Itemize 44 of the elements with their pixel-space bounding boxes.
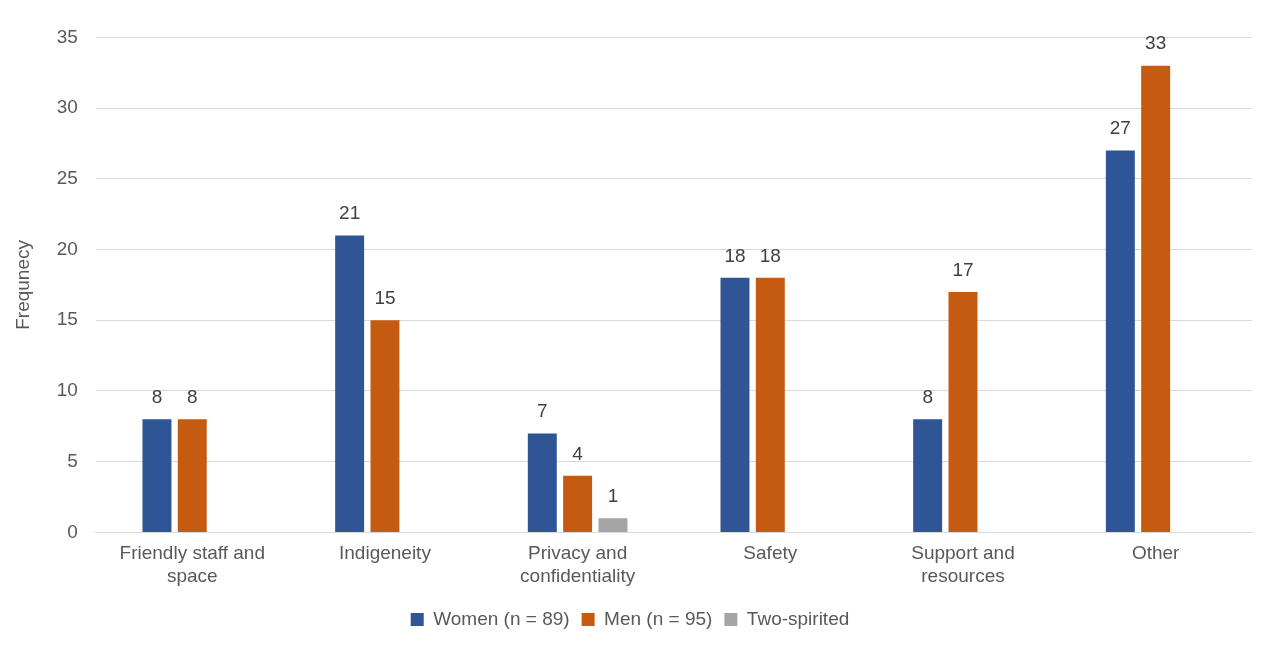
data-label: 21	[339, 202, 361, 224]
bar	[948, 291, 978, 532]
bar	[1141, 65, 1171, 532]
bar	[527, 433, 557, 532]
y-tick-label: 30	[56, 96, 78, 118]
y-tick-label: 0	[67, 520, 78, 542]
bar	[755, 277, 785, 532]
data-label: 7	[537, 400, 548, 422]
x-tick-label: Other	[1131, 542, 1181, 564]
bar	[177, 419, 207, 532]
data-label: 8	[151, 385, 163, 407]
y-tick-label: 20	[56, 237, 78, 259]
bar	[1105, 150, 1135, 532]
bar	[563, 475, 593, 532]
legend-label: Women (n = 89)	[433, 607, 570, 629]
bar	[720, 277, 750, 532]
bar	[142, 419, 172, 532]
x-tick-label: Privacy and confidentiality	[520, 542, 636, 586]
bar	[598, 518, 628, 532]
y-tick-label: 10	[56, 379, 78, 401]
data-label: 4	[572, 442, 584, 464]
y-tick-label: 5	[67, 449, 78, 471]
x-tick-label: Friendly staff and space	[119, 542, 265, 586]
legend-label: Two-spirited	[746, 607, 850, 629]
y-tick-label: 25	[56, 167, 78, 189]
data-label: 27	[1109, 117, 1131, 139]
bar	[913, 419, 943, 532]
data-label: 15	[374, 286, 396, 308]
data-label: 33	[1145, 32, 1167, 54]
y-tick-label: 35	[56, 25, 78, 47]
x-tick-label: Indigeneity	[339, 542, 432, 564]
data-label: 8	[186, 385, 198, 407]
data-label: 18	[759, 244, 781, 266]
data-label: 8	[922, 385, 933, 407]
x-tick-label: Support and resources	[911, 542, 1015, 586]
x-tick-label: Safety	[743, 542, 798, 564]
y-tick-label: 15	[56, 308, 78, 330]
data-label: 18	[724, 244, 746, 266]
bar	[335, 235, 365, 532]
bar	[370, 320, 400, 532]
legend-label: Men (n = 95)	[604, 607, 713, 629]
y-axis-title: Frequnecy	[11, 239, 33, 330]
data-label: 1	[607, 484, 619, 506]
data-label: 17	[952, 258, 974, 280]
